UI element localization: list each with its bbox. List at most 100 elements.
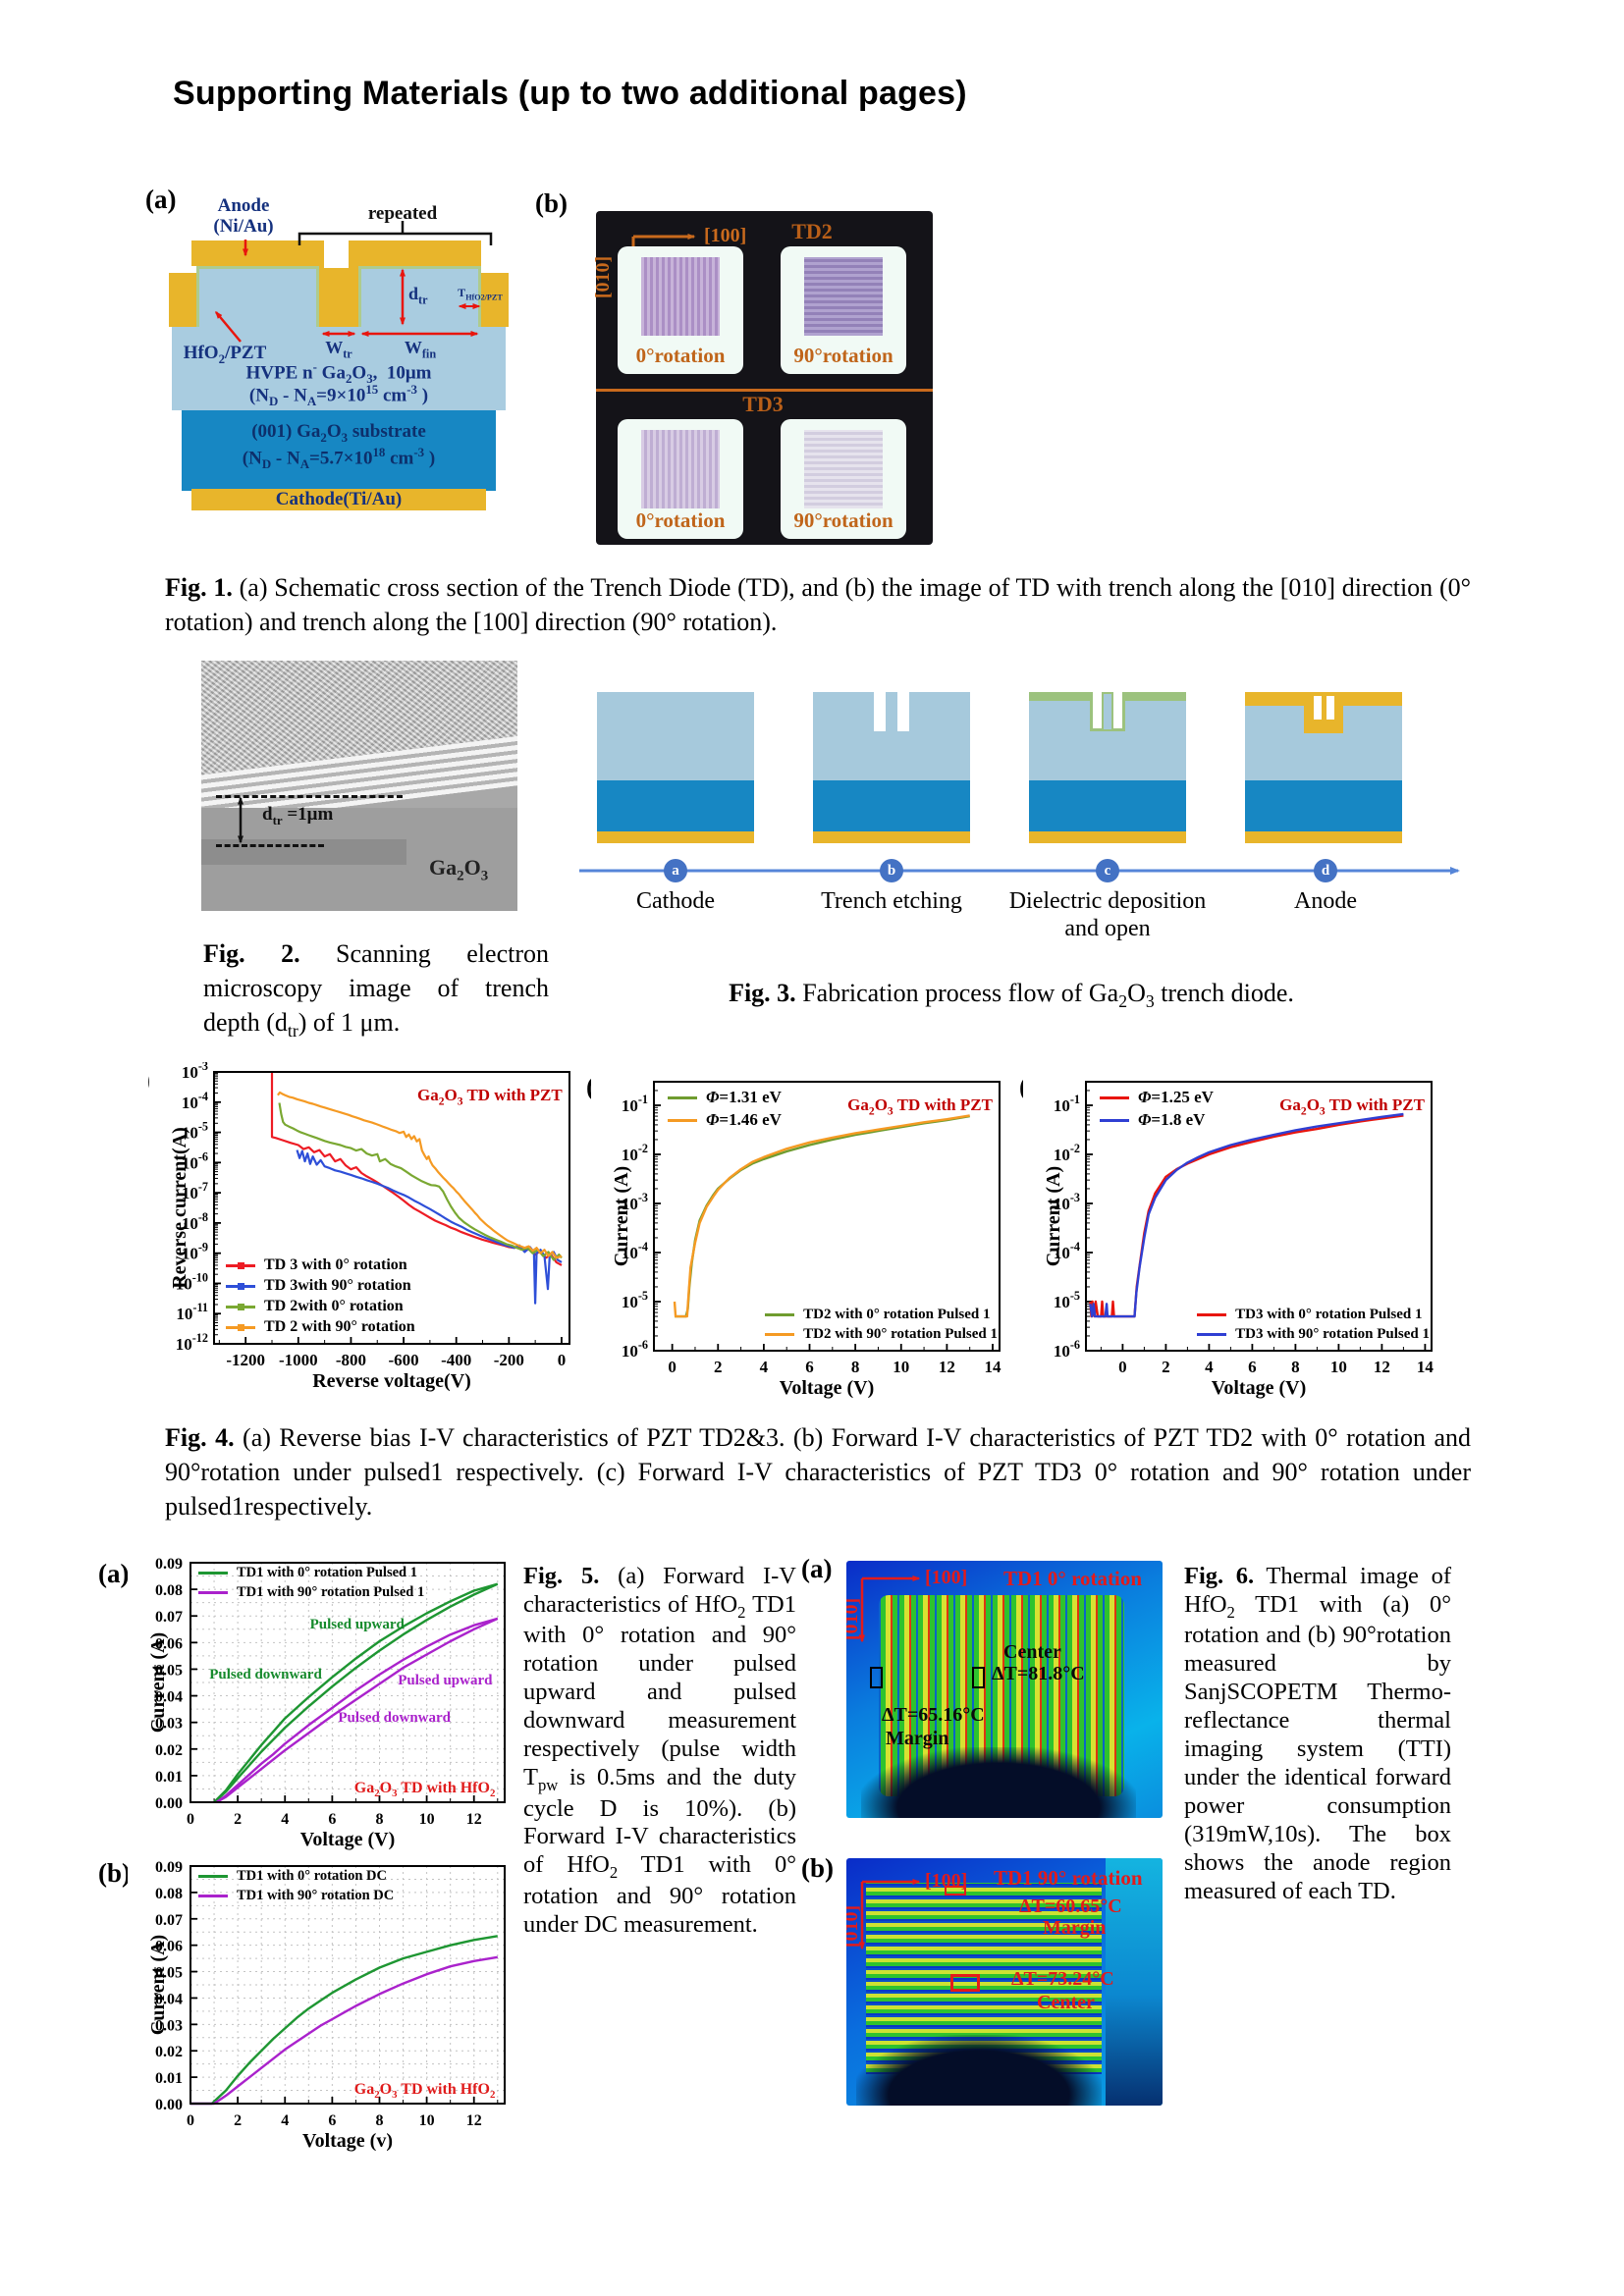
step-c-badge: c bbox=[1096, 859, 1119, 882]
svg-text:6: 6 bbox=[1248, 1358, 1257, 1376]
legend-item: TD2 with 0° rotation Pulsed 1 bbox=[765, 1307, 998, 1323]
chart-legend: Φ=1.31 eV Φ=1.46 eV bbox=[668, 1088, 782, 1130]
sem-dtr-annotation: dtr =1μm bbox=[262, 804, 334, 828]
svg-text:12: 12 bbox=[1374, 1358, 1390, 1376]
chart-annotation: Pulsed downward bbox=[338, 1710, 451, 1727]
fig5-caption: Fig. 5. (a) Forward I-V characteristics … bbox=[523, 1563, 796, 1938]
thermal-a-center-box bbox=[972, 1667, 985, 1688]
fin-right bbox=[358, 266, 481, 327]
svg-text:6: 6 bbox=[328, 1811, 336, 1828]
chart-annotation: Ga2O3 TD with PZT bbox=[1279, 1095, 1425, 1118]
legend-swatch bbox=[668, 1118, 697, 1122]
legend-label: Φ=1.25 eV bbox=[1138, 1088, 1214, 1106]
fig6-panel-b-label: (b) bbox=[801, 1853, 834, 1883]
legend-item: TD1 with 0° rotation DC bbox=[198, 1868, 394, 1885]
chart-canvas: -1200 -1000 -800 -600 -400 -200 010-1210-1110-… bbox=[176, 1062, 570, 1369]
svg-text:0: 0 bbox=[668, 1358, 677, 1376]
thermal-b-margin-box bbox=[945, 1886, 966, 1896]
svg-text:0.07: 0.07 bbox=[155, 1912, 183, 1929]
td3-90deg-chip bbox=[804, 430, 883, 508]
y-axis-label: Current (A) bbox=[1043, 1165, 1064, 1267]
anode-pad-right bbox=[479, 273, 509, 327]
legend-swatch bbox=[198, 1572, 228, 1575]
svg-text:0: 0 bbox=[187, 1811, 194, 1828]
legend-swatch bbox=[198, 1591, 228, 1594]
thermal-a-dark-region bbox=[861, 1747, 1136, 1818]
chart-annotation: Ga2O3 TD with HfO2 bbox=[353, 1779, 496, 1799]
svg-text:6: 6 bbox=[805, 1358, 814, 1376]
svg-text:2: 2 bbox=[234, 1811, 242, 1828]
thermal-b-right-strip bbox=[1106, 1858, 1163, 2106]
legend-swatch bbox=[765, 1313, 795, 1316]
svg-text:0.03: 0.03 bbox=[155, 1716, 183, 1733]
fig5-panel-b-label: (b) bbox=[98, 1858, 131, 1888]
td3-label: TD3 bbox=[742, 392, 784, 416]
thermal-b-center-box bbox=[950, 1974, 980, 1992]
step-d-substrate bbox=[1245, 780, 1402, 831]
svg-text:8: 8 bbox=[375, 1811, 383, 1828]
legend-item: TD 3 with 0° rotation bbox=[226, 1256, 415, 1274]
t-dielectric-label: THfO2/PZT bbox=[458, 286, 503, 302]
svg-text:-800: -800 bbox=[336, 1351, 366, 1369]
thermal-a-title: TD1 0° rotation bbox=[1003, 1567, 1143, 1590]
svg-text:10: 10 bbox=[419, 2112, 435, 2129]
fig2-sem-image: dtr =1μm Ga2O3 bbox=[201, 661, 517, 911]
dielectric-label: HfO2/PZT bbox=[183, 343, 267, 366]
legend-label: TD 3with 90° rotation bbox=[264, 1277, 411, 1294]
substrate-layer bbox=[182, 410, 496, 491]
y-axis-label: Reverse current(A) bbox=[169, 1127, 190, 1289]
thermal-a-margin-box bbox=[870, 1667, 883, 1688]
td2-90deg-label: 90°rotation bbox=[793, 344, 893, 367]
y-axis-label: Current (A) bbox=[147, 1934, 169, 2036]
svg-text:10: 10 bbox=[1330, 1358, 1347, 1376]
legend-item: TD3 with 90° rotation Pulsed 1 bbox=[1197, 1326, 1430, 1343]
epi-label-1: HVPE n- Ga2O3, 10μm bbox=[245, 359, 432, 387]
svg-text:0.09: 0.09 bbox=[155, 1557, 183, 1573]
chart-legend: TD1 with 0° rotation Pulsed 1 TD1 with 9… bbox=[198, 1565, 424, 1601]
thermal-b-axes-icon bbox=[859, 1879, 921, 1950]
legend-item: Φ=1.8 eV bbox=[1100, 1110, 1214, 1130]
fig3-caption: Fig. 3. Fabrication process flow of Ga2O… bbox=[729, 979, 1294, 1012]
x-axis-label: Voltage (V) bbox=[1211, 1377, 1307, 1399]
svg-text:0.04: 0.04 bbox=[155, 1991, 183, 2007]
svg-text:-400: -400 bbox=[441, 1351, 471, 1369]
thermal-a-margin-dt: ΔT=65.16°C bbox=[882, 1704, 985, 1726]
fig3-step-b-block bbox=[803, 687, 980, 854]
thermal-b-margin-label: Margin bbox=[1043, 1917, 1107, 1939]
step-d-trench-slit-right bbox=[1326, 696, 1334, 720]
step-b-fin bbox=[886, 692, 897, 731]
fig1-schematic: Anode (Ni/Au) repeated HfO2/PZT dtr THfO2… bbox=[167, 195, 511, 520]
svg-text:0.02: 0.02 bbox=[155, 2044, 183, 2060]
step-c-dielectric-right bbox=[1125, 692, 1186, 701]
fig6-caption: Fig. 6. Thermal image of HfO2 TD1 with (… bbox=[1184, 1563, 1451, 1904]
td2-90deg-cell: 90°rotation bbox=[781, 246, 906, 374]
fig6-panel-a-label: (a) bbox=[801, 1554, 833, 1583]
fig4-caption: Fig. 4. (a) Reverse bias I-V characteris… bbox=[165, 1423, 1471, 1521]
thermal-b-title: TD1 90° rotation bbox=[994, 1866, 1143, 1890]
svg-text:0.01: 0.01 bbox=[155, 2070, 183, 2087]
chart-annotation: Pulsed upward bbox=[309, 1616, 405, 1632]
y-axis-label: Current (A) bbox=[147, 1631, 169, 1734]
dir-100-label: [100] bbox=[704, 225, 747, 246]
svg-text:6: 6 bbox=[328, 2112, 336, 2129]
step-d-trench-slit-left bbox=[1314, 696, 1322, 720]
fig5-panel-a-label: (a) bbox=[98, 1559, 130, 1588]
fig4b-chart: 0 2 4 6 8 10 12 14 10-6 10-5 10-4 10-3 10-2 10-1 Volta… bbox=[591, 1072, 1013, 1406]
legend-swatch bbox=[1100, 1118, 1129, 1122]
svg-text:0.03: 0.03 bbox=[155, 2017, 183, 2034]
svg-text:10: 10 bbox=[893, 1358, 909, 1376]
legend-label: TD 2 with 90° rotation bbox=[264, 1318, 415, 1335]
step-b-cathode bbox=[813, 831, 970, 843]
td3-90deg-cell: 90°rotation bbox=[781, 419, 906, 539]
thermal-a-margin-label: Margin bbox=[886, 1728, 949, 1749]
step-b-substrate bbox=[813, 780, 970, 831]
svg-text:0.06: 0.06 bbox=[155, 1939, 183, 1955]
legend-label: TD3 with 0° rotation Pulsed 1 bbox=[1235, 1307, 1423, 1322]
td2-90deg-chip bbox=[804, 257, 883, 336]
legend-item: TD1 with 90° rotation DC bbox=[198, 1888, 394, 1904]
svg-text:12: 12 bbox=[466, 1811, 482, 1828]
svg-text:0.00: 0.00 bbox=[155, 2097, 183, 2113]
fig3-step-a-block bbox=[587, 687, 764, 854]
legend-item: TD 2with 0° rotation bbox=[226, 1298, 415, 1315]
dtr-label: dtr bbox=[408, 284, 428, 307]
